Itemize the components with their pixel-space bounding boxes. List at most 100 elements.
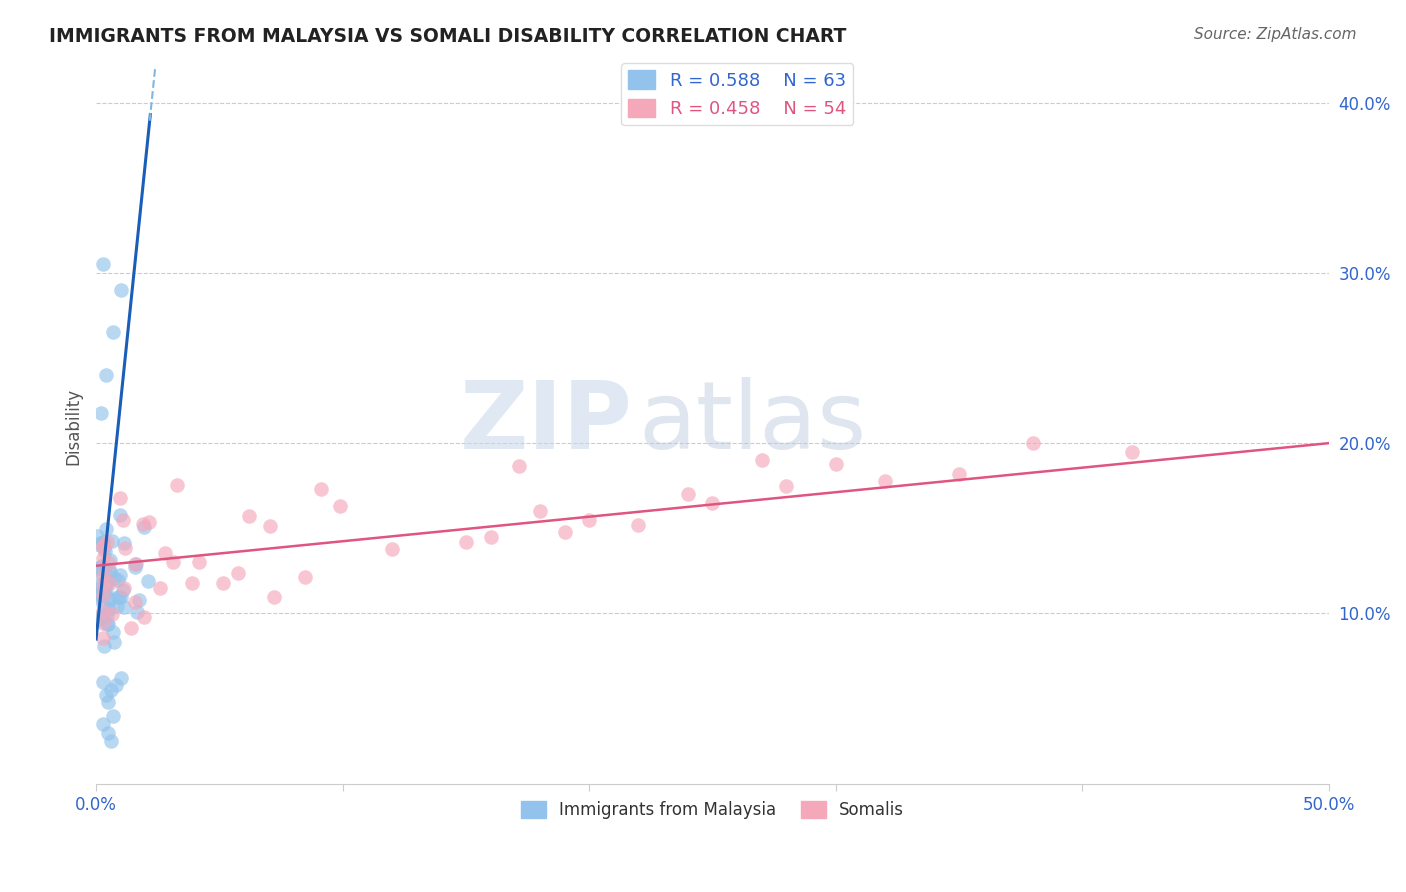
Point (96, 617, 118, 632)
Point (93, 604, 115, 618)
Point (93, 540, 115, 554)
Point (93, 674, 115, 689)
Point (96, 522, 118, 536)
Point (89, 578, 111, 592)
Point (110, 568, 132, 582)
Point (1022, 436, 1045, 450)
Point (128, 593, 150, 607)
Point (1121, 444, 1143, 458)
Point (104, 678, 127, 692)
Point (89, 583, 111, 598)
Point (93, 550, 115, 565)
Point (124, 557, 146, 571)
Point (138, 515, 160, 529)
Point (112, 581, 135, 595)
Point (120, 621, 142, 635)
Point (93, 257, 115, 271)
Point (132, 516, 155, 531)
Point (86, 587, 108, 601)
Text: Source: ZipAtlas.com: Source: ZipAtlas.com (1194, 27, 1357, 42)
Point (103, 708, 125, 723)
Legend: Immigrants from Malaysia, Somalis: Immigrants from Malaysia, Somalis (513, 794, 911, 825)
Point (94, 577, 117, 591)
Point (181, 576, 204, 591)
Point (110, 508, 132, 522)
Point (188, 555, 211, 569)
Point (212, 576, 235, 591)
Point (94, 573, 117, 587)
Point (90, 583, 112, 598)
Point (125, 605, 148, 619)
Point (627, 517, 650, 532)
Point (311, 483, 333, 497)
Point (259, 519, 281, 533)
Point (124, 557, 146, 571)
Point (86, 529, 108, 543)
Point (86, 613, 108, 627)
Point (107, 573, 129, 587)
Point (775, 479, 797, 493)
Point (112, 600, 135, 615)
Point (228, 566, 250, 580)
Point (676, 487, 699, 501)
Point (824, 457, 846, 471)
Point (751, 453, 773, 467)
Point (91, 535, 114, 549)
Point (86, 537, 108, 551)
Point (94, 688, 117, 702)
Point (107, 590, 129, 604)
Point (100, 607, 122, 621)
Point (94, 585, 117, 599)
Point (108, 590, 131, 604)
Point (91, 534, 114, 549)
Point (97, 617, 120, 632)
Point (103, 635, 125, 649)
Point (508, 459, 530, 474)
Point (91, 587, 114, 601)
Point (87, 561, 110, 575)
Point (263, 591, 285, 605)
Point (97, 725, 120, 739)
Point (454, 535, 477, 549)
Point (110, 671, 132, 685)
Point (100, 566, 122, 580)
Text: ZIP: ZIP (460, 376, 633, 468)
Point (93, 631, 115, 645)
Point (112, 536, 135, 550)
Point (96, 535, 118, 549)
Point (329, 499, 352, 513)
Point (166, 478, 188, 492)
Point (93, 577, 115, 591)
Point (97, 601, 120, 615)
Point (554, 524, 576, 539)
Point (110, 590, 132, 604)
Point (124, 560, 146, 574)
Point (93, 615, 115, 630)
Point (90, 568, 112, 582)
Point (134, 609, 156, 624)
Point (93, 541, 115, 556)
Point (89, 560, 111, 574)
Point (479, 530, 502, 544)
Point (89, 587, 111, 601)
Point (111, 582, 134, 597)
Point (103, 571, 125, 585)
Point (149, 581, 172, 595)
Point (98, 564, 121, 578)
Point (100, 734, 122, 748)
Point (93, 717, 115, 731)
Point (873, 474, 896, 488)
Point (100, 683, 122, 698)
Point (101, 534, 124, 549)
Point (110, 283, 132, 297)
Point (91, 558, 114, 573)
Point (93, 640, 115, 654)
Point (90, 609, 112, 624)
Point (94, 368, 117, 382)
Point (91, 597, 114, 611)
Text: IMMIGRANTS FROM MALAYSIA VS SOMALI DISABILITY CORRELATION CHART: IMMIGRANTS FROM MALAYSIA VS SOMALI DISAB… (49, 27, 846, 45)
Point (948, 467, 970, 481)
Point (97, 557, 120, 571)
Point (93, 539, 115, 553)
Point (96, 608, 118, 623)
